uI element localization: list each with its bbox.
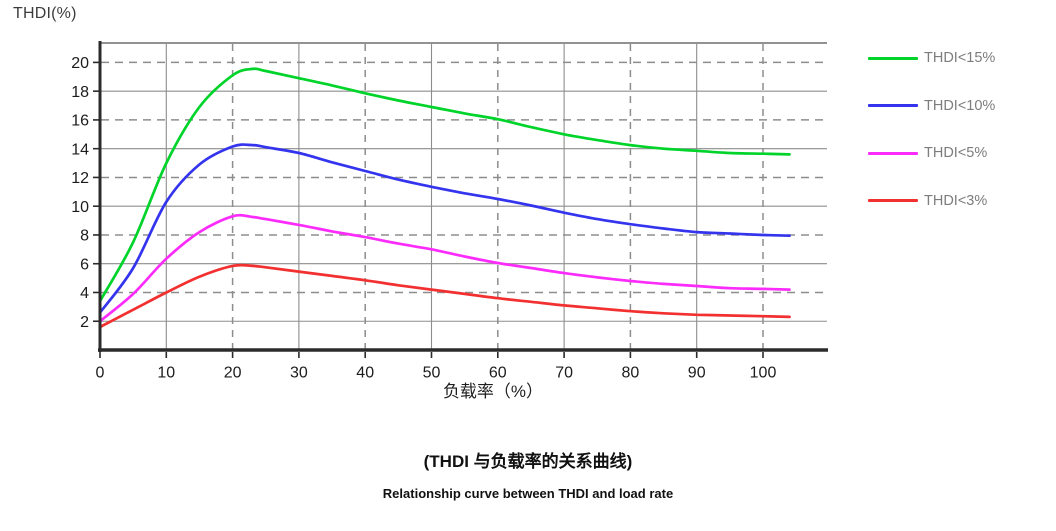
x-tick-label: 80: [622, 365, 640, 382]
x-tick-label: 60: [489, 365, 507, 382]
x-tick-labels: 0 10 20 30 40 50 60 70 80 90 100: [96, 352, 777, 382]
y-tick-labels: 2 4 6 8 10 12 14 16 18 20: [71, 55, 100, 331]
legend-item: THDI<15%: [868, 48, 1048, 68]
y-tick-label: 8: [80, 228, 89, 245]
caption-english: Relationship curve between THDI and load…: [382, 486, 674, 501]
x-tick-label: 50: [423, 365, 441, 382]
y-tick-label: 2: [80, 314, 89, 331]
series-curves: [98, 67, 791, 329]
legend-label: THDI<10%: [924, 97, 996, 114]
x-tick-label: 100: [750, 365, 777, 382]
x-tick-label: 70: [555, 365, 573, 382]
x-tick-label: 20: [224, 365, 242, 382]
curve-thdi-3-: [98, 263, 791, 329]
curve-thdi-10-: [98, 143, 791, 314]
legend-label: THDI<15%: [924, 50, 996, 66]
y-axis-title: THDI(%): [13, 5, 77, 22]
x-tick-label: 10: [157, 365, 175, 382]
legend-line-swatch: [868, 104, 918, 107]
y-tick-label: 14: [71, 141, 89, 158]
x-tick-label: 90: [688, 365, 706, 382]
legend-label: THDI<5%: [924, 145, 988, 161]
y-tick-label: 18: [71, 84, 89, 101]
curve-thdi-5-: [98, 213, 791, 323]
x-tick-label: 30: [290, 365, 308, 382]
x-tick-label: 40: [356, 365, 374, 382]
legend-item: THDI<3%: [868, 191, 1048, 211]
legend-item: THDI<5%: [868, 143, 1048, 163]
y-tick-label: 4: [80, 285, 89, 302]
legend-line-swatch: [868, 199, 918, 202]
gridlines: [101, 44, 827, 349]
y-tick-label: 10: [71, 199, 89, 216]
legend-item: THDI<10%: [868, 96, 1048, 116]
x-tick-label: 0: [96, 365, 105, 382]
thdi-load-rate-chart: 2 4 6 8 10 12 14 16 18 20 0 10 20 30 40 50 60 70 80 90 100: [71, 41, 828, 382]
curve-thdi-15-: [98, 67, 791, 303]
y-tick-label: 12: [71, 170, 89, 187]
legend: THDI<15% THDI<10% THDI<5% THDI<3%: [868, 48, 1048, 238]
y-tick-label: 20: [71, 55, 89, 72]
x-axis-label: 负载率（%）: [442, 382, 544, 401]
legend-line-swatch: [868, 151, 918, 155]
legend-line-swatch: [868, 56, 918, 60]
y-tick-label: 6: [80, 256, 89, 273]
legend-label: THDI<3%: [924, 192, 988, 209]
caption-chinese: (THDI 与负载率的关系曲线): [423, 452, 633, 471]
y-tick-label: 16: [71, 113, 89, 130]
